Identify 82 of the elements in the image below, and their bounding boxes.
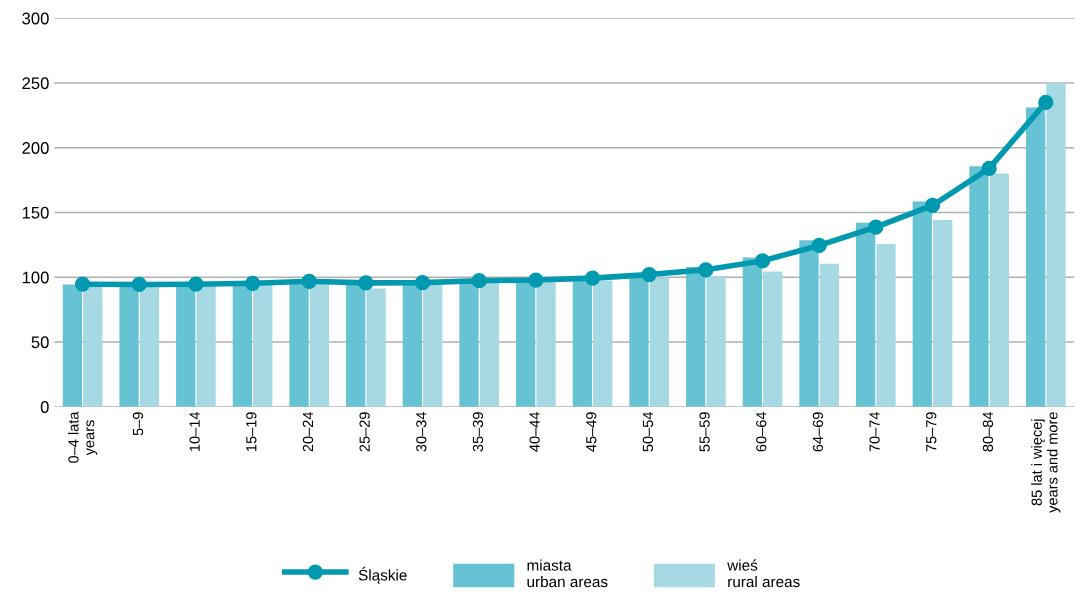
bar: [232, 284, 252, 407]
x-tick-label: 85 lat i więcej years and more: [1031, 412, 1061, 513]
bar: [83, 285, 103, 407]
point: [811, 237, 827, 254]
x-tick-label: 20–24: [302, 411, 314, 452]
bar: [289, 283, 309, 407]
point: [244, 275, 261, 291]
point: [1038, 94, 1054, 111]
point: [471, 273, 487, 289]
point: [641, 266, 657, 283]
bar: [912, 201, 932, 407]
legend-label: miasta urban areas: [527, 559, 608, 588]
bar: [139, 286, 160, 407]
bar: [629, 275, 649, 407]
x-tick-label: 55–59: [699, 412, 710, 452]
x-tick-label: 45–49: [586, 412, 597, 452]
x-tick-label: 35–39: [472, 412, 484, 452]
bar: [402, 284, 422, 407]
x-tick-label: 10–14: [189, 411, 200, 451]
bar: [649, 277, 670, 407]
bar: [366, 288, 386, 407]
bar: [969, 166, 989, 407]
x-tick-label: 40–44: [529, 411, 540, 452]
x-tick-label: 60–64: [756, 411, 767, 452]
bar: [479, 282, 500, 407]
bar: [176, 285, 196, 407]
x-tick-label: 25–29: [359, 412, 370, 452]
y-tick-label: 50: [31, 336, 49, 349]
bar: [1046, 82, 1066, 407]
y-tick-label: 200: [22, 142, 49, 154]
x-tick-label: 64–69: [812, 412, 824, 452]
bar: [309, 283, 330, 407]
x-tick-label: 0–4 lata years: [67, 411, 98, 463]
bar: [933, 219, 953, 407]
x-tick-label: 80–84: [982, 411, 994, 452]
point: [301, 273, 317, 289]
bar: [346, 284, 366, 407]
bar: [799, 240, 819, 407]
bar: [536, 282, 556, 407]
bar: [572, 281, 592, 407]
point: [414, 274, 431, 291]
point: [188, 276, 204, 292]
y-tick-label: 0: [40, 401, 49, 413]
bar: [1025, 107, 1046, 407]
x-tick-label: 5–9: [132, 412, 144, 436]
x-tick-label: 75–79: [926, 412, 937, 452]
bar: [196, 285, 216, 407]
bar: [763, 271, 783, 407]
y-tick-label: 150: [22, 206, 49, 219]
point: [868, 219, 884, 235]
point: [131, 276, 147, 293]
point: [981, 160, 997, 177]
bar: [253, 284, 273, 407]
bar: [989, 173, 1009, 407]
point: [754, 253, 771, 269]
point: [528, 272, 544, 288]
x-tick-label: 30–34: [416, 411, 427, 452]
point: [698, 262, 714, 278]
bar: [819, 263, 840, 407]
x-tick-label: 50–54: [642, 411, 654, 452]
bar: [856, 222, 876, 407]
legend-label: wieś rural areas: [727, 559, 800, 588]
bar: [516, 281, 536, 407]
y-tick-label: 250: [22, 77, 49, 90]
legend-label: Śląskie: [358, 566, 407, 584]
point: [584, 270, 601, 286]
x-tick-label: 70–74: [869, 411, 880, 452]
point: [924, 197, 941, 214]
x-tick-label: 15–19: [246, 412, 257, 451]
bar: [459, 282, 479, 407]
bar: [423, 284, 443, 407]
bar: [706, 275, 726, 407]
point: [358, 275, 374, 291]
bar: [876, 244, 896, 407]
point: [74, 276, 91, 292]
y-tick-label: 100: [22, 271, 49, 284]
bar: [593, 280, 613, 407]
bar: [62, 284, 83, 407]
bar: [686, 267, 706, 407]
y-tick-label: 300: [22, 12, 49, 25]
bar: [742, 257, 762, 407]
bar: [119, 285, 139, 407]
